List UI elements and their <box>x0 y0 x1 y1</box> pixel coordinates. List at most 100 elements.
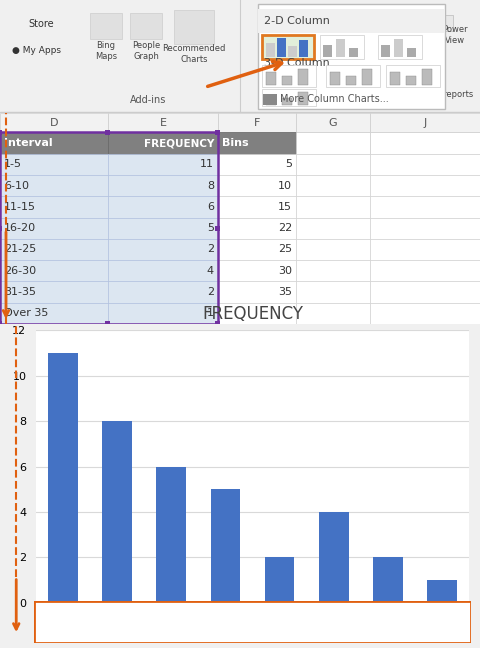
Text: More Column Charts...: More Column Charts... <box>279 95 388 104</box>
Bar <box>0 218 108 239</box>
Bar <box>0 113 108 132</box>
Bar <box>319 35 363 60</box>
Bar <box>323 45 331 56</box>
Bar <box>102 421 132 603</box>
Bar <box>369 303 480 324</box>
Text: 4: 4 <box>206 266 214 276</box>
Bar <box>318 512 348 603</box>
Bar <box>0 132 217 324</box>
Bar <box>389 71 399 86</box>
Bar <box>0 132 108 154</box>
Bar <box>369 281 480 303</box>
Bar <box>372 557 402 603</box>
Bar <box>295 239 369 260</box>
Text: Bing
Maps: Bing Maps <box>95 41 117 61</box>
Bar <box>380 45 389 56</box>
Bar <box>295 281 369 303</box>
Text: 31-35: 31-35 <box>4 287 36 297</box>
Bar <box>369 218 480 239</box>
Bar <box>299 40 307 56</box>
Bar <box>108 281 217 303</box>
Text: 1-5: 1-5 <box>4 159 22 169</box>
Bar <box>215 130 220 135</box>
Text: F: F <box>253 118 260 128</box>
Bar <box>108 132 217 154</box>
Bar <box>265 43 275 56</box>
Text: G: G <box>328 118 336 128</box>
Text: 5: 5 <box>285 159 291 169</box>
Bar <box>0 196 108 218</box>
Bar <box>0 226 2 231</box>
Bar <box>295 154 369 175</box>
Text: Add-ins: Add-ins <box>130 95 166 105</box>
Bar <box>329 71 339 86</box>
Bar <box>369 113 480 132</box>
Bar <box>285 15 302 30</box>
Bar <box>217 239 295 260</box>
Bar <box>0 260 108 281</box>
Bar <box>0 281 108 303</box>
Bar <box>217 154 295 175</box>
Text: 11-15: 11-15 <box>4 202 36 212</box>
Bar <box>0 154 108 175</box>
Bar <box>298 69 307 86</box>
Bar <box>345 76 355 86</box>
Bar <box>0 239 108 260</box>
Bar <box>295 218 369 239</box>
Bar <box>217 132 295 154</box>
Text: Over 35: Over 35 <box>4 308 48 318</box>
Text: 5: 5 <box>206 223 214 233</box>
Bar <box>325 65 379 87</box>
Bar <box>215 321 220 327</box>
Bar <box>108 113 217 132</box>
Bar <box>217 113 295 132</box>
Bar <box>130 13 162 40</box>
Text: 25: 25 <box>277 244 291 255</box>
Bar <box>0 111 480 113</box>
Text: 21-25: 21-25 <box>4 244 36 255</box>
Bar <box>257 5 444 109</box>
Bar <box>108 303 217 324</box>
Bar <box>0 321 2 327</box>
Bar <box>421 69 431 86</box>
Bar <box>295 132 369 154</box>
Text: Store: Store <box>28 19 53 29</box>
Text: 10: 10 <box>277 181 291 191</box>
Bar <box>210 489 240 603</box>
Text: 11: 11 <box>200 159 214 169</box>
Bar <box>281 76 291 86</box>
Bar <box>295 196 369 218</box>
Bar <box>156 467 186 603</box>
Bar <box>434 15 452 30</box>
Bar <box>90 13 122 40</box>
Bar <box>426 580 456 603</box>
Text: J: J <box>423 118 426 128</box>
Bar <box>262 35 313 60</box>
Text: 15: 15 <box>277 202 291 212</box>
Bar <box>108 196 217 218</box>
Bar <box>377 35 421 60</box>
Bar <box>265 71 276 86</box>
Text: 2: 2 <box>206 244 214 255</box>
Bar <box>406 48 415 56</box>
Bar <box>409 15 427 30</box>
Bar <box>257 8 444 33</box>
Bar <box>336 40 344 56</box>
Bar <box>108 239 217 260</box>
Bar <box>105 321 110 327</box>
Bar <box>348 48 357 56</box>
Bar <box>108 218 217 239</box>
Bar <box>314 15 332 30</box>
Text: ● My Apps: ● My Apps <box>12 46 61 55</box>
Text: D: D <box>49 118 58 128</box>
Bar <box>295 113 369 132</box>
Text: E: E <box>159 118 166 128</box>
Text: 26-30: 26-30 <box>4 266 36 276</box>
Bar <box>281 98 291 105</box>
Bar <box>369 239 480 260</box>
Bar <box>108 175 217 196</box>
Bar <box>263 94 276 105</box>
Bar <box>369 196 480 218</box>
Bar <box>288 46 296 56</box>
Bar <box>295 175 369 196</box>
